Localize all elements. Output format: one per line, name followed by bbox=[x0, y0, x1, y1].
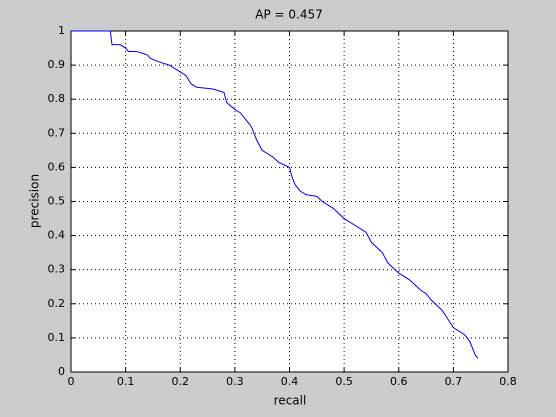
y-tick-label: 0.8 bbox=[48, 92, 66, 105]
curve bbox=[71, 30, 479, 359]
x-tick-label: 0.6 bbox=[390, 375, 408, 388]
y-tick-label: 0.4 bbox=[48, 229, 66, 242]
x-tick-label: 0.2 bbox=[172, 375, 190, 388]
x-tick-label: 0.4 bbox=[281, 375, 299, 388]
y-tick-label: 0.1 bbox=[48, 331, 66, 344]
x-tick-label: 0.7 bbox=[445, 375, 463, 388]
y-tick-label: 0.2 bbox=[48, 297, 66, 310]
y-tick-label: 0.5 bbox=[48, 195, 66, 208]
y-tick-label: 0.3 bbox=[48, 263, 66, 276]
chart-title: AP = 0.457 bbox=[255, 8, 322, 22]
y-tick-label: 0.7 bbox=[48, 126, 66, 139]
y-axis-label: precision bbox=[28, 174, 42, 228]
x-tick-label: 0.3 bbox=[226, 375, 244, 388]
x-tick-label: 0.5 bbox=[335, 375, 353, 388]
x-tick-label: 0.8 bbox=[499, 375, 517, 388]
x-tick-label: 0.1 bbox=[117, 375, 135, 388]
plot-area bbox=[71, 31, 508, 372]
y-tick-label: 0 bbox=[58, 365, 65, 378]
x-tick-label: 0 bbox=[68, 375, 75, 388]
y-tick-label: 1 bbox=[58, 24, 65, 37]
y-tick-label: 0.9 bbox=[48, 58, 66, 71]
axes-box bbox=[70, 30, 509, 373]
y-tick-label: 0.6 bbox=[48, 160, 66, 173]
x-axis-label: recall bbox=[274, 394, 307, 408]
